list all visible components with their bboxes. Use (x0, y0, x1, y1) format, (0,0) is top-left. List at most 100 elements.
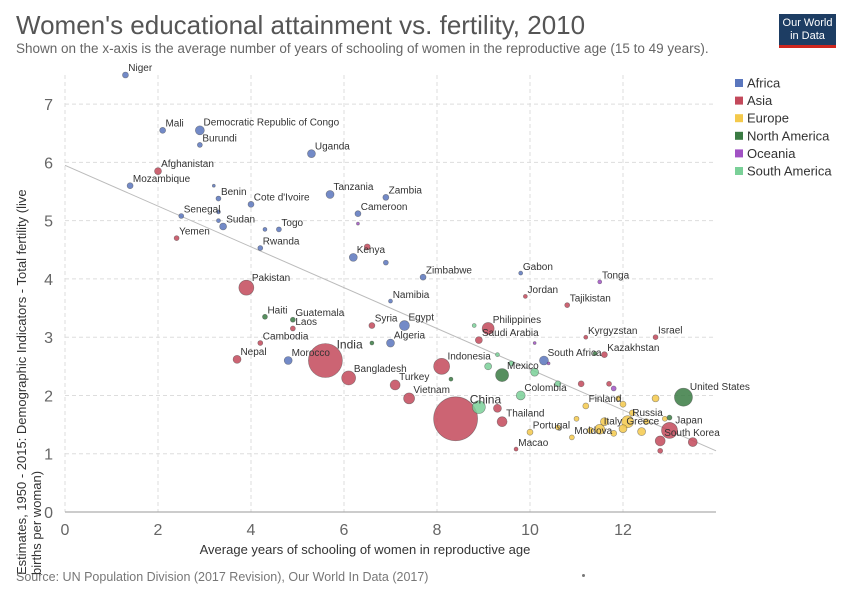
point-israel[interactable] (652, 334, 659, 341)
point-europe-unlabeled[interactable] (615, 395, 622, 402)
point-south-america-unlabeled[interactable] (554, 380, 562, 388)
point-nepal[interactable] (232, 355, 242, 364)
point-mali[interactable] (159, 127, 166, 134)
point-greece[interactable] (618, 424, 628, 433)
legend-label-asia[interactable]: Asia (747, 93, 773, 108)
point-asia-unlabeled[interactable] (606, 381, 612, 387)
point-senegal[interactable] (178, 213, 185, 219)
point-europe-unlabeled[interactable] (651, 394, 660, 403)
point-zimbabwe[interactable] (419, 273, 427, 281)
point-gabon[interactable] (518, 270, 524, 276)
legend-label-africa[interactable]: Africa (747, 76, 781, 91)
legend-label-europe[interactable]: Europe (747, 111, 789, 126)
point-russia[interactable] (621, 415, 634, 428)
point-tanzania[interactable] (325, 190, 335, 199)
point-kenya[interactable] (348, 253, 358, 262)
point-south-korea[interactable] (654, 435, 666, 447)
point-colombia[interactable] (515, 390, 526, 401)
legend-label-south-america[interactable]: South America (747, 164, 832, 179)
point-cameroon[interactable] (354, 210, 362, 217)
point-japan[interactable] (661, 422, 678, 439)
point-democratic-republic-of-congo[interactable] (195, 125, 205, 136)
point-mexico[interactable] (495, 368, 509, 382)
point-jordan[interactable] (523, 294, 528, 299)
point-asia-unlabeled[interactable] (657, 448, 664, 454)
point-africa-unlabeled[interactable] (383, 259, 389, 266)
point-europe-unlabeled[interactable] (628, 409, 636, 417)
point-europe-unlabeled[interactable] (600, 417, 609, 426)
point-kazakhstan[interactable] (601, 351, 608, 358)
point-europe-unlabeled[interactable] (642, 418, 650, 425)
point-south-america-unlabeled[interactable] (471, 323, 477, 328)
point-south-africa[interactable] (539, 355, 549, 366)
point-finland[interactable] (582, 402, 590, 410)
point-north-america-unlabeled[interactable] (369, 340, 375, 346)
point-laos[interactable] (290, 325, 296, 332)
point-oceania-unlabeled[interactable] (532, 341, 537, 345)
point-asia-unlabeled[interactable] (577, 380, 585, 388)
point-togo[interactable] (276, 226, 282, 233)
point-algeria[interactable] (386, 338, 395, 348)
point-south-america-unlabeled[interactable] (495, 352, 500, 357)
point-united-states[interactable] (674, 387, 693, 407)
point-asia-unlabeled[interactable] (687, 437, 698, 447)
point-asia-unlabeled[interactable] (363, 243, 371, 251)
point-portugal[interactable] (526, 428, 534, 436)
point-oceania-unlabeled[interactable] (356, 221, 360, 226)
point-mozambique[interactable] (126, 182, 134, 190)
point-oceania-unlabeled[interactable] (546, 361, 551, 366)
point-africa-unlabeled[interactable] (216, 218, 221, 223)
point-sudan[interactable] (219, 222, 227, 231)
point-europe-unlabeled[interactable] (619, 400, 627, 408)
legend-label-north-america[interactable]: North America (747, 128, 830, 143)
point-philippines[interactable] (481, 322, 495, 335)
point-guatemala[interactable] (290, 316, 296, 323)
point-europe-unlabeled[interactable] (555, 424, 561, 431)
point-tonga[interactable] (597, 279, 603, 285)
point-india[interactable] (308, 343, 343, 378)
point-oceania-unlabeled[interactable] (610, 385, 617, 392)
point-cote-d-ivoire[interactable] (247, 201, 255, 208)
point-south-america-unlabeled[interactable] (472, 400, 486, 414)
point-macao[interactable] (513, 446, 519, 452)
point-uganda[interactable] (307, 149, 316, 158)
point-north-america-unlabeled[interactable] (666, 414, 673, 421)
point-thailand[interactable] (496, 416, 508, 427)
point-indonesia[interactable] (433, 358, 450, 375)
point-europe-unlabeled[interactable] (610, 430, 618, 437)
point-south-america-unlabeled[interactable] (530, 367, 539, 377)
point-rwanda[interactable] (257, 245, 264, 251)
point-niger[interactable] (122, 71, 129, 79)
point-cambodia[interactable] (257, 340, 264, 346)
point-africa-unlabeled[interactable] (212, 183, 216, 188)
point-china[interactable] (433, 396, 478, 442)
point-africa-unlabeled[interactable] (262, 227, 268, 232)
point-zambia[interactable] (382, 194, 390, 201)
point-turkey[interactable] (389, 379, 401, 391)
point-afghanistan[interactable] (154, 167, 162, 175)
point-egypt[interactable] (399, 320, 410, 331)
point-europe-unlabeled[interactable] (587, 427, 594, 434)
point-vietnam[interactable] (403, 392, 415, 405)
point-benin[interactable] (215, 195, 222, 202)
point-namibia[interactable] (388, 298, 393, 304)
point-italy[interactable] (594, 423, 606, 435)
point-africa-unlabeled[interactable] (216, 209, 221, 215)
point-north-america-unlabeled[interactable] (448, 376, 454, 382)
point-south-america-unlabeled[interactable] (484, 362, 492, 371)
point-europe-unlabeled[interactable] (637, 427, 646, 436)
point-europe-unlabeled[interactable] (573, 415, 580, 422)
point-yemen[interactable] (173, 235, 180, 241)
point-north-america-unlabeled[interactable] (592, 351, 598, 356)
owid-logo[interactable]: Our World in Data (779, 14, 836, 48)
point-kyrgyzstan[interactable] (583, 334, 589, 340)
point-tajikistan[interactable] (564, 302, 571, 308)
point-morocco[interactable] (283, 356, 293, 365)
point-pakistan[interactable] (238, 279, 255, 296)
point-saudi-arabia[interactable] (475, 336, 483, 344)
point-burundi[interactable] (197, 142, 203, 148)
point-moldova[interactable] (569, 434, 575, 441)
point-asia-unlabeled[interactable] (493, 403, 502, 413)
point-south-america-unlabeled[interactable] (508, 360, 515, 367)
point-bangladesh[interactable] (341, 370, 356, 386)
